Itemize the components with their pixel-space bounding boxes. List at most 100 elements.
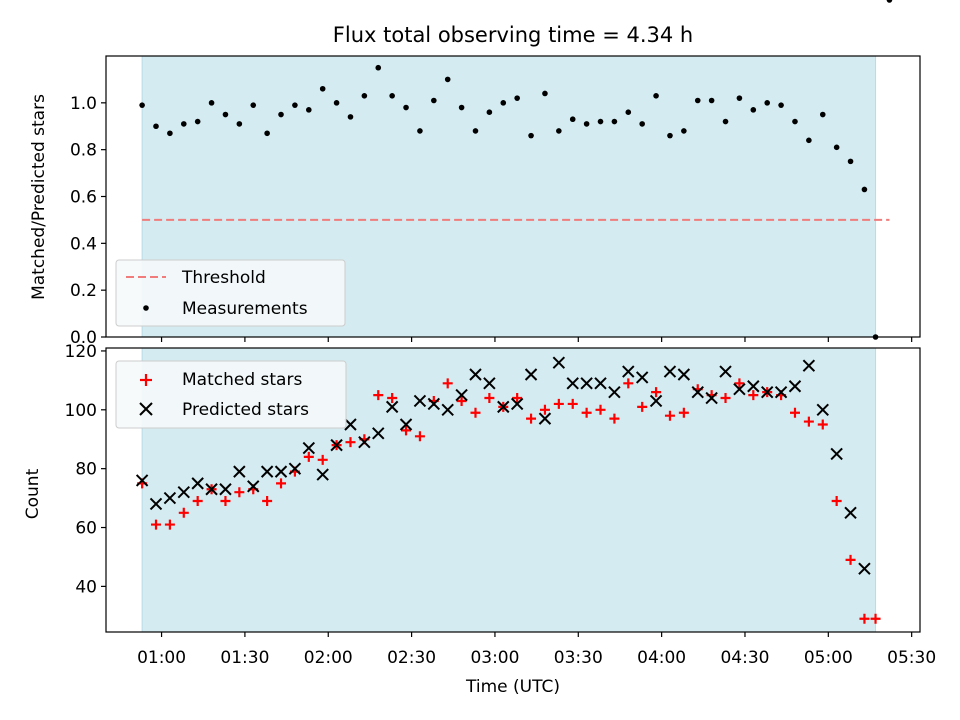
measurement-point: [417, 128, 423, 134]
legend-matched-label: Matched stars: [182, 370, 302, 390]
measurement-point: [236, 121, 243, 127]
measurement-point: [764, 100, 771, 106]
measurement-point: [708, 97, 715, 104]
predicted-star-point: [497, 400, 510, 414]
x-tick-label: 03:00: [470, 648, 519, 668]
predicted-star-point: [302, 441, 316, 455]
top-y-tick-label: 0.8: [70, 141, 97, 161]
measurement-point: [500, 100, 507, 106]
measurement-point: [886, 0, 893, 3]
bottom-y-axis-label: Count: [23, 468, 43, 519]
bottom-y-tick-label: 80: [75, 460, 97, 480]
predicted-star-point: [191, 477, 204, 490]
top-y-tick-label: 0.2: [70, 281, 97, 301]
measurement-point: [528, 132, 534, 139]
measurement-point: [292, 102, 298, 108]
top-panel: 0.0 0.2 0.4 0.6 0.8 1.0 Matched/Predicted sta…: [29, 0, 921, 348]
predicted-star-point: [358, 435, 371, 449]
measurement-point: [431, 97, 437, 104]
bottom-x-ticks: 01:00 01:30 02:00 02:30 03:00 03:30 04:00 04:30…: [137, 632, 936, 668]
matched-star-point: [609, 413, 620, 424]
matched-star-point: [303, 451, 314, 462]
measurement-point: [694, 97, 701, 104]
bottom-y-tick-label: 120: [65, 342, 97, 362]
measurement-point: [639, 121, 645, 127]
legend-predicted-label: Predicted stars: [182, 400, 309, 420]
x-tick-label: 04:00: [637, 648, 686, 668]
predicted-star-point: [816, 403, 829, 417]
matched-star-point: [387, 393, 398, 404]
x-tick-label: 02:00: [304, 648, 353, 668]
matched-star-point: [178, 507, 189, 518]
x-tick-label: 01:00: [137, 648, 186, 668]
predicted-star-point: [427, 397, 441, 411]
predicted-star-point: [483, 377, 496, 390]
x-axis-label: Time (UTC): [465, 677, 560, 697]
matched-star-point: [484, 393, 495, 404]
measurement-point: [194, 118, 201, 125]
top-y-tick-label: 0.6: [70, 188, 97, 208]
measurement-point: [208, 100, 215, 106]
matched-star-point: [262, 496, 273, 507]
matched-star-point: [276, 478, 287, 489]
predicted-star-point: [580, 377, 593, 390]
predicted-star-point: [247, 480, 260, 493]
measurement-point: [264, 130, 270, 137]
top-y-tick-label: 0.0: [70, 328, 97, 348]
top-x-ticks: [160, 337, 913, 342]
measurement-point: [819, 111, 826, 118]
legend-measurements-swatch: [143, 305, 149, 311]
measurement-point: [667, 132, 673, 139]
predicted-star-point: [760, 385, 774, 399]
matched-star-point: [720, 393, 731, 404]
matched-star-point: [748, 390, 759, 401]
legend-matched-swatch: [140, 374, 152, 386]
measurement-point: [167, 130, 173, 137]
measurement-point: [486, 109, 493, 115]
measurement-point: [847, 158, 854, 165]
chart-title: Flux total observing time = 4.34 h: [333, 23, 693, 47]
bottom-y-tick-label: 60: [75, 519, 97, 539]
matched-star-point: [526, 413, 537, 424]
bottom-axes-frame: [105, 347, 921, 633]
predicted-star-point: [566, 377, 579, 390]
top-y-tick-label: 1.0: [70, 94, 97, 114]
matched-star-point: [414, 431, 425, 442]
predicted-star-point: [385, 400, 399, 414]
measurement-point: [597, 118, 604, 125]
measurement-point: [750, 107, 757, 113]
measurement-point: [361, 93, 368, 99]
measurement-point: [389, 93, 395, 99]
bottom-panel: 01:00 01:30 02:00 02:30 03:00 03:30 04:00 04:30…: [23, 342, 936, 668]
measurement-point: [514, 95, 520, 101]
matched-star-point: [164, 519, 175, 530]
matched-star-point: [470, 407, 481, 418]
predicted-star-point: [288, 462, 302, 475]
predicted-star-point: [177, 485, 190, 499]
count-points: [137, 357, 881, 624]
x-tick-label: 05:30: [887, 648, 936, 668]
predicted-star-point: [538, 412, 552, 425]
measurement-point: [250, 102, 257, 108]
measurement-point: [347, 114, 354, 120]
predicted-star-point: [163, 491, 177, 505]
measurement-point: [806, 137, 812, 144]
top-y-ticks: 0.0 0.2 0.4 0.6 0.8 1.0: [70, 94, 106, 348]
measurement-points: [139, 0, 893, 340]
matched-star-point: [373, 390, 384, 401]
predicted-star-point: [455, 388, 468, 402]
measurement-point: [722, 118, 729, 125]
predicted-star-point: [747, 380, 760, 393]
measurement-point: [556, 128, 562, 134]
matched-star-point: [678, 407, 689, 418]
x-tick-label: 05:00: [804, 648, 853, 668]
measurement-point: [792, 118, 798, 125]
measurement-point: [653, 93, 659, 99]
matched-star-point: [220, 496, 231, 507]
measurement-point: [139, 102, 145, 108]
predicted-star-point: [510, 397, 524, 411]
predicted-star-point: [260, 465, 274, 478]
matched-star-point: [595, 404, 606, 415]
measurement-point: [583, 121, 590, 127]
